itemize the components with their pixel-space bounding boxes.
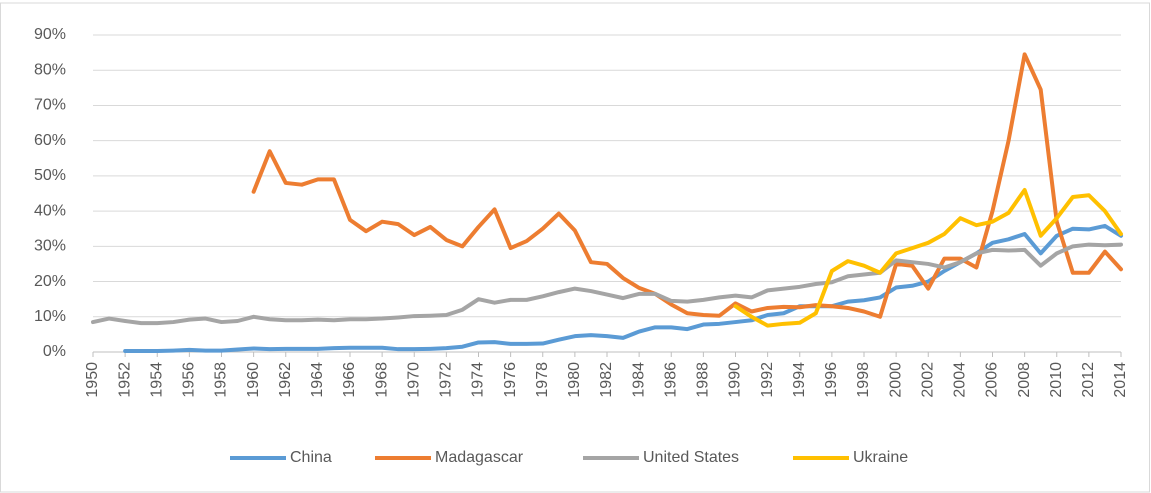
- series-line: [123, 223, 1123, 353]
- x-tick-label: 1984: [630, 362, 647, 398]
- x-tick-label: 2004: [952, 362, 969, 398]
- x-tick-label: 1960: [245, 362, 262, 398]
- x-tick-label: 1980: [566, 362, 583, 398]
- x-tick-label: 2008: [1016, 362, 1033, 398]
- y-tick-label: 20%: [34, 273, 66, 290]
- x-tick-label: 1990: [727, 362, 744, 398]
- x-tick-label: 2000: [887, 362, 904, 398]
- legend-label: United States: [643, 449, 739, 466]
- x-tick-label: 1996: [823, 362, 840, 398]
- x-tick-label: 2002: [919, 362, 936, 398]
- x-tick-label: 2014: [1112, 362, 1129, 398]
- x-tick-label: 1978: [534, 362, 551, 398]
- x-tick-label: 1958: [213, 362, 230, 398]
- x-tick-label: 1952: [116, 362, 133, 398]
- x-tick-label: 1986: [662, 362, 679, 398]
- legend-label: Ukraine: [853, 449, 908, 466]
- legend-label: China: [290, 449, 332, 466]
- x-tick-label: 1988: [695, 362, 712, 398]
- series-line: [733, 187, 1123, 328]
- x-tick-label: 1994: [791, 362, 808, 398]
- x-tick-label: 1962: [277, 362, 294, 398]
- x-tick-label: 2006: [984, 362, 1001, 398]
- x-tick-label: 1992: [759, 362, 776, 398]
- x-tick-label: 1976: [502, 362, 519, 398]
- x-tick-label: 1950: [84, 362, 101, 398]
- y-tick-label: 90%: [34, 26, 66, 43]
- x-tick-label: 1966: [341, 362, 358, 398]
- y-tick-label: 50%: [34, 167, 66, 184]
- legend-label: Madagascar: [435, 449, 524, 466]
- x-tick-label: 1982: [598, 362, 615, 398]
- x-tick-label: 1968: [373, 362, 390, 398]
- x-tick-label: 1954: [148, 362, 165, 398]
- y-tick-label: 0%: [43, 343, 66, 360]
- series-line: [251, 52, 1123, 319]
- y-tick-label: 30%: [34, 238, 66, 255]
- x-tick-label: 1956: [181, 362, 198, 398]
- y-tick-label: 60%: [34, 132, 66, 149]
- y-tick-label: 10%: [34, 308, 66, 325]
- series-line: [91, 242, 1123, 326]
- y-tick-label: 40%: [34, 202, 66, 219]
- y-tick-label: 80%: [34, 61, 66, 78]
- y-tick-label: 70%: [34, 97, 66, 114]
- x-tick-label: 2010: [1048, 362, 1065, 398]
- x-tick-label: 2012: [1080, 362, 1097, 398]
- x-tick-label: 1972: [438, 362, 455, 398]
- x-tick-label: 1964: [309, 362, 326, 398]
- x-tick-label: 1974: [470, 362, 487, 398]
- x-tick-label: 1970: [405, 362, 422, 398]
- x-tick-label: 1998: [855, 362, 872, 398]
